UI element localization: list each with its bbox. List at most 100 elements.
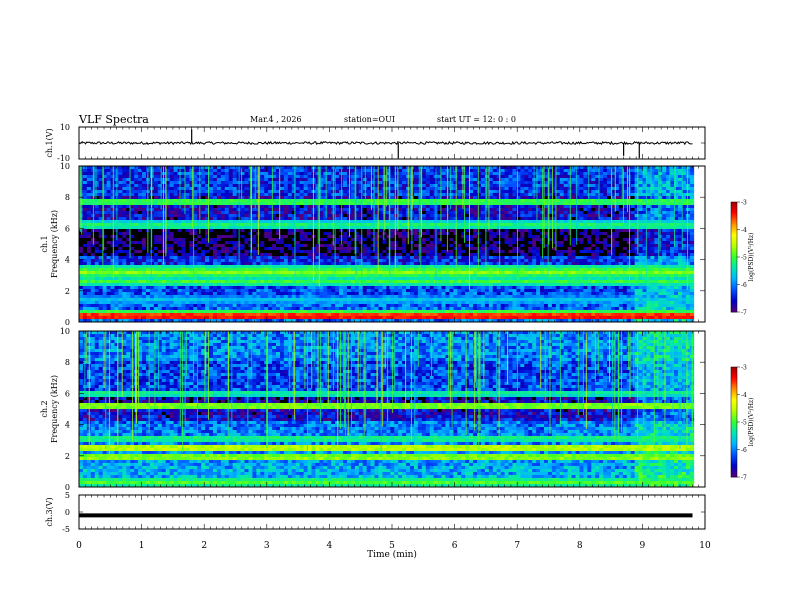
ch1-cell: [394, 193, 399, 197]
ch1-cell: [496, 223, 502, 227]
ch1-cell: [264, 184, 269, 188]
ch1-cell: [638, 250, 643, 254]
ch1-cell: [453, 253, 458, 257]
ch1-cell: [394, 256, 399, 260]
ch1-cell: [642, 184, 647, 188]
ch1-cell: [681, 226, 687, 230]
ch1-cell: [453, 199, 458, 203]
ch1-cell: [153, 178, 159, 182]
ch1-cell: [437, 253, 442, 257]
ch1-cell: [607, 172, 612, 176]
ch1-cell: [536, 181, 541, 185]
ch1-cell: [386, 250, 391, 254]
ch1-cell: [394, 202, 399, 206]
ch1-cell: [169, 244, 174, 248]
ch1-cell: [536, 217, 541, 221]
ch1-cell: [512, 214, 517, 218]
ch1-cell: [551, 241, 557, 245]
ch1-cell: [153, 250, 159, 254]
ch1-cell: [374, 196, 379, 200]
ch1-cell: [583, 187, 588, 191]
ch1-cell: [492, 217, 498, 221]
ch1-cell: [599, 250, 604, 254]
ch1-cell: [563, 175, 569, 179]
ch1-cell: [358, 220, 364, 224]
ch1-cell: [386, 178, 391, 182]
ch1-cell: [82, 169, 88, 173]
ch1-cell: [670, 199, 675, 203]
ch1-cell: [599, 208, 604, 212]
ch1-cell: [122, 205, 127, 209]
ch1-cell: [122, 175, 127, 179]
ch1-cell: [264, 238, 269, 242]
ch1-cell: [130, 175, 135, 179]
ch1-cell: [496, 199, 502, 203]
ch1-cell: [82, 187, 88, 191]
ch1-cell: [610, 229, 616, 233]
ch1-cell: [390, 190, 395, 194]
ch1-cell: [607, 238, 612, 242]
ch1-cell: [283, 187, 289, 191]
ch1-cell: [421, 169, 427, 173]
ch1-cell: [161, 223, 167, 227]
ch1-cell: [122, 169, 127, 173]
ch1-cell: [402, 229, 407, 233]
ch1-cell: [670, 187, 675, 191]
ch1-cell: [469, 238, 474, 242]
ch1-cell: [138, 193, 143, 197]
ch1-cell: [417, 205, 423, 209]
ch1-cell: [457, 226, 462, 230]
ch1-cell: [220, 235, 226, 239]
ch1-cell: [126, 166, 131, 170]
ch1-cell: [677, 220, 683, 224]
ch1-cell: [366, 187, 371, 191]
ch1-cell: [461, 205, 466, 209]
ch1-cell: [390, 217, 395, 221]
ch1-cell: [610, 247, 616, 251]
ch1-cell: [386, 175, 391, 179]
ch1-cell: [295, 232, 301, 236]
ch1-cell: [563, 196, 569, 200]
ch1-cell: [339, 253, 344, 257]
ch1-cell: [216, 211, 222, 215]
ch1-cell: [626, 217, 632, 221]
ch1-cell: [244, 166, 249, 170]
ch1-cell: [216, 226, 222, 230]
ch1-cell: [457, 235, 462, 239]
ch1-cell: [224, 187, 230, 191]
ch1-cell: [480, 205, 486, 209]
ch1-cell: [528, 187, 533, 191]
ch1-cell: [386, 166, 391, 170]
ch1-cell: [543, 202, 549, 206]
ch1-cell: [106, 178, 111, 182]
ch1-cell: [563, 250, 569, 254]
ch1-cell: [287, 229, 293, 233]
ch1-cell: [327, 187, 332, 191]
ch1-cell: [209, 187, 214, 191]
ch1-cell: [307, 190, 312, 194]
ch1-cell: [674, 166, 679, 170]
ch1-cell: [299, 256, 305, 260]
ch1-cell: [232, 199, 238, 203]
ch1-cell: [276, 184, 281, 188]
ch1-cell: [307, 241, 312, 245]
ch1-cell: [157, 184, 163, 188]
ch1-cell: [603, 238, 608, 242]
ch1-cell: [287, 226, 293, 230]
ch1-cell: [622, 193, 628, 197]
ch1-cell: [630, 232, 636, 236]
ch1-cell: [496, 241, 502, 245]
ch1-cell: [291, 241, 297, 245]
ch1-cell: [547, 223, 553, 227]
ch1-cell: [453, 178, 458, 182]
ch1-cell: [603, 229, 608, 233]
ch1-cell: [583, 226, 588, 230]
ch1-cell: [279, 256, 285, 260]
ch1-cell: [350, 205, 356, 209]
ch1-cell: [646, 223, 651, 227]
ch1-cell: [138, 166, 143, 170]
ch1-cell: [134, 238, 139, 242]
ch1-cell: [421, 217, 427, 221]
ch1-cell: [295, 256, 301, 260]
ch1-cell: [169, 232, 174, 236]
